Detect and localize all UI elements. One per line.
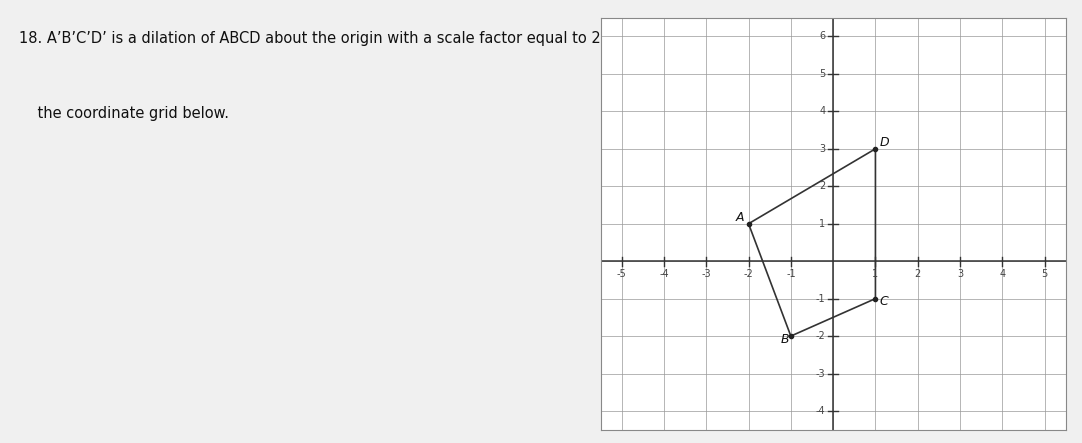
Text: -2: -2 <box>743 269 753 280</box>
Text: -5: -5 <box>617 269 626 280</box>
Text: 3: 3 <box>956 269 963 280</box>
Text: 5: 5 <box>819 69 826 79</box>
Text: -3: -3 <box>816 369 826 378</box>
Text: -2: -2 <box>816 331 826 341</box>
Text: 2: 2 <box>914 269 921 280</box>
Text: A: A <box>736 211 744 224</box>
Text: 5: 5 <box>1042 269 1047 280</box>
Text: 6: 6 <box>819 31 826 42</box>
Text: 1: 1 <box>872 269 879 280</box>
Text: C: C <box>880 295 888 308</box>
Text: 2: 2 <box>819 181 826 191</box>
Text: 4: 4 <box>819 106 826 117</box>
Text: 3: 3 <box>819 144 826 154</box>
Text: 4: 4 <box>1000 269 1005 280</box>
Text: -3: -3 <box>701 269 711 280</box>
Text: -1: -1 <box>816 294 826 303</box>
Text: -1: -1 <box>786 269 795 280</box>
Text: the coordinate grid below.: the coordinate grid below. <box>19 106 229 121</box>
Text: -4: -4 <box>816 406 826 416</box>
Text: 18. A’B’C’D’ is a dilation of ABCD about the origin with a scale factor equal to: 18. A’B’C’D’ is a dilation of ABCD about… <box>19 31 741 46</box>
Text: -4: -4 <box>659 269 669 280</box>
Text: B: B <box>780 333 789 346</box>
Text: 1: 1 <box>819 219 826 229</box>
Text: D: D <box>880 136 889 149</box>
